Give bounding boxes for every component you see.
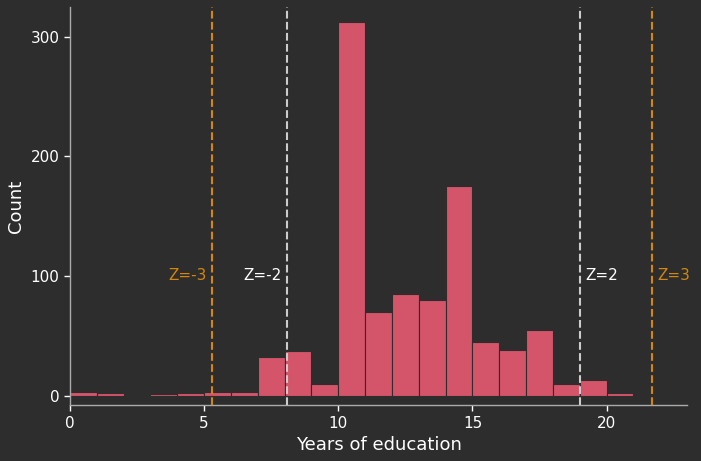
Bar (231, 392, 258, 396)
Text: Z=-3: Z=-3 (168, 268, 207, 284)
X-axis label: Years of education: Years of education (296, 436, 461, 454)
Text: Z=-2: Z=-2 (244, 268, 282, 284)
Bar (151, 394, 177, 396)
Text: Z=2: Z=2 (585, 268, 618, 284)
Bar (258, 357, 285, 396)
Bar (339, 23, 365, 396)
Bar (97, 393, 123, 396)
Bar (70, 392, 97, 396)
Bar (204, 392, 231, 396)
Bar (446, 186, 472, 396)
Y-axis label: Count: Count (7, 179, 25, 233)
Bar (499, 350, 526, 396)
Bar (177, 393, 204, 396)
Bar (526, 330, 553, 396)
Bar (311, 384, 339, 396)
Bar (472, 342, 499, 396)
Bar (392, 294, 418, 396)
Bar (580, 380, 606, 396)
Bar (418, 300, 446, 396)
Text: Z=3: Z=3 (658, 268, 690, 284)
Bar (365, 312, 392, 396)
Bar (553, 384, 580, 396)
Bar (606, 393, 634, 396)
Bar (285, 351, 311, 396)
